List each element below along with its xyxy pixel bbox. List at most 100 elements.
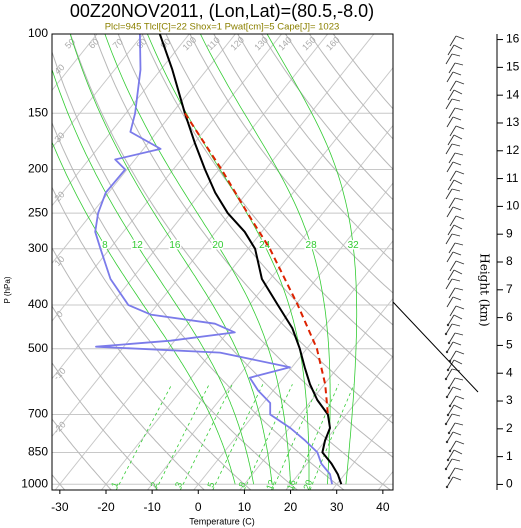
wind-barb (455, 125, 465, 130)
wind-barb (449, 260, 457, 272)
wind-barb (445, 368, 453, 380)
wind-barb (446, 251, 454, 263)
mixing-ratio-label: 12 (264, 478, 277, 491)
wind-barb (444, 422, 448, 426)
mixing-ratio-label: 2 (149, 481, 160, 489)
wind-barb (446, 323, 450, 327)
wind-barb (446, 458, 450, 462)
y-tick-label: 850 (28, 445, 48, 459)
wind-barb (448, 404, 452, 408)
wind-barb (448, 62, 456, 74)
wind-barb (447, 431, 451, 435)
wind-barb (447, 341, 451, 345)
moist-adiabat-label: 8 (102, 240, 108, 251)
y-axis-title: P (hPa) (3, 276, 12, 303)
wind-barb (452, 71, 462, 76)
wind-barb (446, 71, 454, 83)
dry-adiabat-label: 0 (54, 309, 65, 320)
wind-barb (448, 152, 456, 164)
wind-barb (453, 179, 463, 185)
wind-barb (453, 314, 463, 320)
x-tick-label: 0 (195, 500, 202, 514)
dry-adiabat (165, 34, 393, 326)
wind-barb (449, 305, 457, 317)
x-axis-title: Temperature (C) (189, 516, 255, 526)
dry-adiabat (213, 34, 393, 263)
wind-barb (455, 260, 465, 265)
wind-barb (451, 413, 461, 417)
wind-barb (449, 35, 457, 47)
wind-barb (445, 350, 449, 354)
axes: -30 -20 -10 0 10 20 30 401001502002503004005007… (21, 26, 519, 514)
wind-barb (449, 170, 457, 182)
y2-tick-label: 8 (506, 254, 513, 268)
wind-barb (446, 296, 454, 308)
wind-barb (453, 269, 463, 275)
wind-barb (446, 116, 454, 128)
y-tick-label: 100 (28, 26, 48, 40)
plot-frame (51, 33, 394, 491)
x-tick-label: 20 (284, 500, 298, 514)
wind-barb (448, 287, 456, 299)
wind-barb (455, 80, 465, 85)
dry-adiabat-label: 30 (52, 130, 66, 144)
wind-barb (455, 395, 465, 400)
y2-tick-label: 3 (506, 393, 513, 407)
moist-adiabat (200, 34, 331, 485)
dry-adiabat (189, 34, 393, 294)
wind-barb (451, 98, 461, 102)
dry-adiabat (117, 34, 393, 391)
y-tick-label: 150 (28, 105, 48, 119)
wind-barb (445, 278, 453, 290)
moist-adiabat (147, 34, 310, 485)
y2-axis-title: Height (km) (478, 253, 492, 326)
y2-tick-label: 16 (506, 32, 520, 46)
wind-barb (444, 332, 448, 336)
moist-adiabat-label: 20 (212, 240, 224, 251)
wind-barb (455, 350, 465, 355)
profile-line (94, 34, 333, 485)
moist-adiabat (52, 141, 236, 485)
wind-barb (453, 404, 463, 410)
mixing-ratio-label: 20 (301, 478, 314, 491)
y2-tick-label: 1 (506, 449, 513, 463)
wind-barb (447, 44, 455, 56)
wind-barb (445, 395, 449, 399)
wind-barb (448, 242, 456, 254)
isotherm (52, 34, 236, 265)
dry-adiabat (141, 34, 393, 358)
y2-tick-label: 14 (506, 87, 520, 101)
dry-adiabat (52, 246, 252, 490)
wind-barb (454, 422, 464, 426)
isotherm (52, 34, 282, 322)
y-tick-label: 200 (28, 162, 48, 176)
wind-barb (444, 377, 448, 381)
wind-barb (452, 431, 462, 436)
wind-barb (448, 467, 456, 479)
x-tick-label: 40 (376, 500, 390, 514)
mixing-ratio-label: 1 (109, 481, 120, 489)
wind-barb (452, 206, 462, 211)
wind-barb (451, 278, 461, 282)
wind-barb (446, 368, 450, 372)
moist-adiabat (69, 34, 273, 485)
y2-tick-label: 6 (506, 310, 513, 324)
wind-barb (451, 53, 461, 57)
wind-barb (451, 368, 461, 372)
wind-barb (446, 386, 454, 398)
moist-adiabat (104, 34, 291, 485)
mixing-ratio-line (293, 384, 339, 490)
wind-barb (455, 35, 465, 40)
y-tick-label: 400 (28, 297, 48, 311)
wind-barb (447, 269, 455, 281)
dry-adiabat (52, 186, 298, 490)
wind-barb (453, 44, 463, 50)
wind-barb (449, 350, 457, 362)
mixing-ratio-label: 8 (237, 481, 248, 489)
isotherm (52, 34, 329, 380)
wind-barb (454, 377, 464, 381)
wind-barb (445, 323, 453, 335)
wind-barb (445, 485, 449, 489)
